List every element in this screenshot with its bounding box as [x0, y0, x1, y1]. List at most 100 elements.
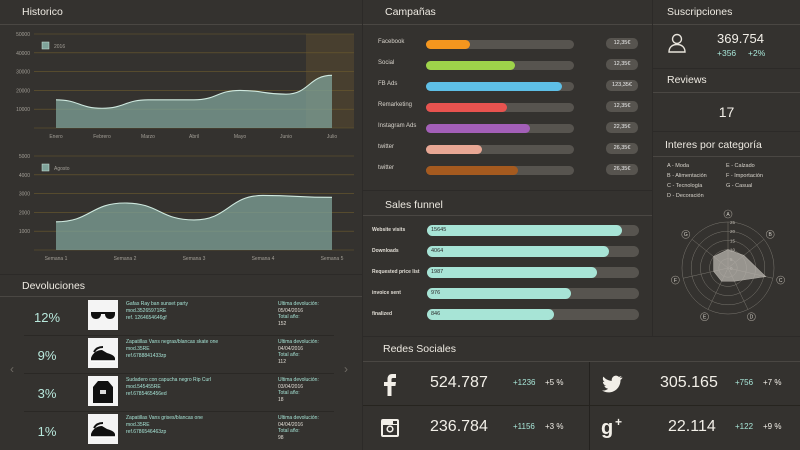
- interes-radar-chart: ABCDEFG2520151050: [671, 209, 785, 321]
- funnel-progress-fill: 976: [427, 288, 572, 299]
- funnel-progress-track: 976: [427, 288, 639, 299]
- product-desc2: mod.35RE: [126, 346, 150, 352]
- return-info: Ultima devolución: 04/04/2016 Total año: 11…: [278, 339, 338, 365]
- x-tick-label: Julio: [327, 134, 338, 140]
- y-tick-label: 5000: [19, 154, 30, 160]
- instagram-pct: +3 %: [545, 422, 564, 431]
- user-icon: [667, 32, 687, 56]
- product-desc1: Zapatillas Vans negras/blancas skate one: [126, 339, 219, 345]
- campaign-row[interactable]: twitter 26,35€: [376, 142, 638, 156]
- campaign-progress-track: [426, 166, 574, 175]
- campaign-progress-fill: [426, 82, 563, 91]
- product-desc3: ref.6786546463zp: [126, 429, 167, 435]
- hoodie-icon: [93, 381, 113, 403]
- radar-tick-label: 25: [730, 220, 736, 225]
- campaign-value-badge: 26,35€: [606, 143, 638, 154]
- campaign-label: twitter: [378, 165, 395, 171]
- campaign-value-badge: 26,35€: [606, 164, 638, 175]
- return-row[interactable]: 3% Sudadero con capucha negro Rip Curl mod…: [24, 375, 334, 413]
- twitter-icon[interactable]: [598, 370, 626, 398]
- funnel-progress-fill: 846: [427, 309, 555, 320]
- return-row[interactable]: 12% Gafas Ray ban sunset party mod.3526597…: [24, 299, 334, 337]
- googleplus-delta: +122: [735, 422, 754, 431]
- funnel-row[interactable]: Website visits 15645: [372, 225, 642, 237]
- return-total-label: Total año:: [278, 352, 300, 358]
- campaign-row[interactable]: FB Ads 123,35€: [376, 79, 638, 93]
- divider: [363, 405, 800, 406]
- x-tick-label: Febrero: [93, 134, 111, 140]
- funnel-row[interactable]: invoice sent 976: [372, 288, 642, 300]
- area-series-fill: [56, 75, 332, 128]
- campanas-title: Campañas: [385, 6, 436, 18]
- legend-label: Agosto: [54, 166, 70, 172]
- reviews-panel: Reviews 17: [653, 69, 800, 131]
- googleplus-pct: +9 %: [763, 422, 782, 431]
- category-legend-item: B - Alimentación: [667, 173, 707, 179]
- return-percentage: 12%: [33, 310, 61, 325]
- funnel-progress-fill: 4064: [427, 246, 610, 257]
- instagram-icon[interactable]: [376, 414, 404, 442]
- category-legend-item: D - Decoración: [667, 193, 704, 199]
- campaign-progress-fill: [426, 145, 483, 154]
- radar-axis-marker: [723, 209, 733, 219]
- radar-axis-marker: [776, 275, 785, 285]
- campaign-row[interactable]: Instagram Ads 22,35€: [376, 121, 638, 135]
- campaign-label: Social: [378, 60, 395, 66]
- product-description: Zapatillas Vans grises/blancas one mod.35…: [126, 415, 276, 436]
- return-ret-label: Ultima devolución:: [278, 415, 319, 421]
- y-tick-label: 20000: [16, 88, 30, 94]
- campaign-row[interactable]: twitter 26,35€: [376, 163, 638, 177]
- campaign-label: Facebook: [378, 39, 405, 45]
- radar-axis-label: F: [674, 278, 677, 284]
- product-desc2: mod.545455RE: [126, 384, 161, 390]
- google-plus-icon[interactable]: g +: [600, 412, 628, 440]
- campaign-progress-track: [426, 61, 574, 70]
- funnel-progress-track: 846: [427, 309, 639, 320]
- area-series-fill: [56, 195, 332, 250]
- radar-tick-label: 20: [730, 229, 736, 234]
- suscripciones-pct: +2%: [748, 48, 766, 58]
- divider: [589, 362, 590, 450]
- x-tick-label: Semana 1: [45, 256, 68, 262]
- return-row[interactable]: 9% Zapatillas Vans negras/blancas skate o…: [24, 337, 334, 375]
- campaign-progress-fill: [426, 124, 530, 133]
- campaign-value-badge: 123,35€: [606, 80, 638, 91]
- category-legend-item: G - Casual: [726, 183, 753, 189]
- reviews-title: Reviews: [667, 74, 707, 86]
- funnel-row[interactable]: finalized 846: [372, 309, 642, 321]
- sneaker-icon: [91, 422, 115, 438]
- series-line: [55, 194, 333, 223]
- campaign-row[interactable]: Facebook 12,35€: [376, 37, 638, 51]
- funnel-progress-track: 4064: [427, 246, 639, 257]
- reviews-count: 17: [718, 104, 735, 120]
- product-thumbnail: [88, 300, 118, 330]
- svg-text:g: g: [601, 417, 613, 439]
- divider: [653, 156, 800, 157]
- chevron-right-icon[interactable]: ›: [344, 362, 348, 376]
- product-thumbnail: [88, 376, 118, 406]
- return-row[interactable]: 1% Zapatillas Vans grises/blancas one mod.…: [24, 413, 334, 450]
- facebook-delta: +1236: [513, 378, 536, 387]
- funnel-row[interactable]: Downloads 4064: [372, 246, 642, 258]
- funnel-row[interactable]: Requested price list 1987: [372, 267, 642, 279]
- facebook-icon[interactable]: [376, 370, 404, 398]
- campaign-label: FB Ads: [378, 81, 398, 87]
- y-tick-label: 2000: [19, 210, 30, 216]
- return-info: Ultima devolución: 04/04/2016 Total año: 98: [278, 415, 338, 441]
- radar-axis-marker: [700, 312, 709, 321]
- x-tick-label: Semana 2: [114, 256, 137, 262]
- campaign-row[interactable]: Social 12,35€: [376, 58, 638, 72]
- legend-swatch: [41, 163, 50, 172]
- legend-label: 2016: [54, 44, 65, 50]
- category-legend-item: E - Calzado: [726, 163, 755, 169]
- product-desc1: Sudadero con capucha negro Rip Curl: [126, 377, 212, 383]
- return-percentage: 3%: [37, 386, 57, 401]
- twitter-pct: +7 %: [763, 378, 782, 387]
- chevron-left-icon[interactable]: ‹: [10, 362, 14, 376]
- suscripciones-panel: Suscripciones 369.754 +356 +2%: [653, 0, 800, 68]
- product-thumbnail: [88, 338, 118, 368]
- product-desc2: mod.35RE: [126, 422, 150, 428]
- campaign-row[interactable]: Remarketing 12,35€: [376, 100, 638, 114]
- suscripciones-count: 369.754: [717, 31, 764, 46]
- divider: [0, 296, 362, 297]
